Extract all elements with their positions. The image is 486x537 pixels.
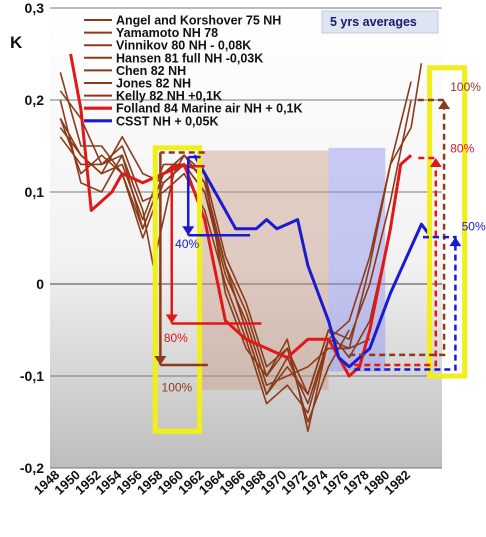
highlight-box-left bbox=[152, 145, 203, 434]
legend-label: Vinnikov 80 NH - 0,08K bbox=[116, 39, 251, 53]
arrow-head bbox=[449, 237, 462, 247]
arrow-line bbox=[354, 156, 438, 367]
legend-label: Angel and Korshover 75 NH bbox=[116, 14, 281, 28]
legend-label: Hansen 81 full NH -0,03K bbox=[116, 51, 263, 65]
annotation-label: 100% bbox=[162, 381, 193, 395]
highlight-box-right bbox=[427, 65, 468, 379]
legend-label: Chen 82 NH bbox=[116, 64, 186, 78]
series-line-2 bbox=[59, 72, 371, 386]
plot-area bbox=[50, 8, 442, 468]
arrow-head bbox=[165, 314, 178, 324]
arrow-line bbox=[349, 98, 446, 357]
annotation-label: 100% bbox=[450, 80, 481, 94]
series-line-7 bbox=[69, 53, 413, 378]
legend-label: Yamamoto NH 78 bbox=[116, 26, 218, 40]
y-tick-label: 0,2 bbox=[25, 92, 45, 108]
period-band-blue bbox=[328, 147, 386, 372]
series-line-8 bbox=[193, 154, 433, 369]
annotation-label: 50% bbox=[462, 220, 486, 234]
series-line-5 bbox=[59, 63, 423, 432]
y-tick-label: -0,2 bbox=[20, 460, 44, 476]
y-tick-label: 0 bbox=[36, 276, 44, 292]
legend-label: Kelly 82 NH +0,1K bbox=[116, 89, 222, 103]
y-tick-label: 0,1 bbox=[25, 184, 45, 200]
annotation-label: 80% bbox=[164, 331, 188, 345]
arrow-head bbox=[438, 100, 451, 109]
arrow-head bbox=[154, 355, 167, 365]
annotation-label: 80% bbox=[450, 141, 474, 155]
y-tick-label: 0,3 bbox=[25, 0, 45, 16]
note-label: 5 yrs averages bbox=[330, 15, 417, 29]
note-box bbox=[321, 10, 439, 34]
y-tick-label: -0,1 bbox=[20, 368, 44, 384]
annotation-label: 40% bbox=[175, 237, 199, 251]
legend-label: Jones 82 NH bbox=[116, 77, 191, 91]
arrow-line bbox=[354, 235, 457, 371]
series-line-6 bbox=[59, 99, 412, 396]
legend-label: CSST NH + 0,05K bbox=[116, 114, 218, 128]
y-axis-label: K bbox=[10, 33, 23, 52]
series-line-4 bbox=[59, 81, 412, 414]
legend-label: Folland 84 Marine air NH + 0,1K bbox=[116, 102, 303, 116]
arrow-head bbox=[429, 157, 442, 167]
arrow-head bbox=[182, 226, 195, 236]
